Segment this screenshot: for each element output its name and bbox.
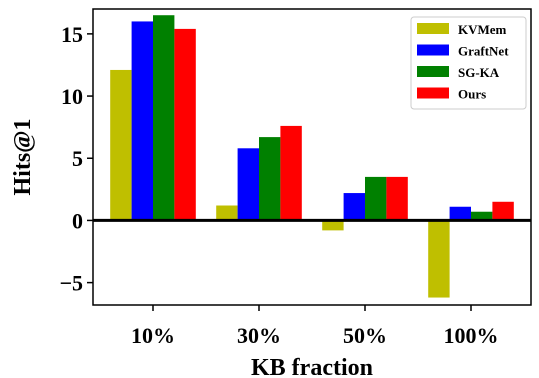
bar-kvmem-3 [322, 220, 344, 231]
bar-kvmem-2 [216, 205, 238, 221]
bar-sg-ka-1 [153, 15, 175, 221]
bar-ours-1 [174, 28, 196, 221]
bar-ours-4 [492, 201, 514, 221]
legend-label: GraftNet [458, 44, 509, 59]
legend: KVMem GraftNet SG-KA Ours [410, 16, 527, 110]
y-tick-label: 10 [61, 84, 83, 109]
legend-swatch [417, 87, 449, 99]
x-tick-label: 30% [237, 323, 281, 348]
bar-sg-ka-4 [471, 211, 493, 221]
bar-kvmem-4 [428, 220, 450, 298]
legend-label: Ours [458, 87, 486, 102]
y-axis: −5 0 5 10 15 [59, 22, 93, 296]
bar-sg-ka-2 [259, 137, 281, 221]
y-tick-label: −5 [59, 271, 83, 296]
legend-label: SG-KA [458, 65, 500, 80]
y-tick-label: 0 [72, 208, 83, 233]
bar-graftnet-2 [237, 148, 259, 221]
legend-swatch [417, 23, 449, 34]
x-tick-label: 10% [131, 323, 175, 348]
legend-swatch [417, 66, 449, 77]
bar-graftnet-3 [343, 193, 365, 221]
bar-ours-3 [386, 176, 408, 221]
bar-sg-ka-3 [365, 176, 387, 221]
x-tick-label: 50% [343, 323, 387, 348]
y-tick-label: 5 [72, 146, 83, 171]
legend-box [410, 16, 527, 110]
bar-graftnet-1 [131, 21, 153, 221]
bar-ours-2 [280, 125, 302, 221]
y-tick-label: 15 [61, 22, 83, 47]
x-axis: 10% 30% 50% 100% [131, 305, 499, 348]
legend-label: KVMem [458, 22, 507, 37]
plot-frame [92, 8, 532, 306]
y-axis-label: Hits@1 [10, 119, 36, 196]
bar-kvmem-1 [110, 69, 132, 221]
x-axis-label: KB fraction [251, 355, 373, 378]
x-tick-label: 100% [444, 323, 499, 348]
bar-graftnet-4 [449, 206, 471, 221]
bars-layer [110, 15, 514, 298]
legend-swatch [417, 44, 449, 56]
